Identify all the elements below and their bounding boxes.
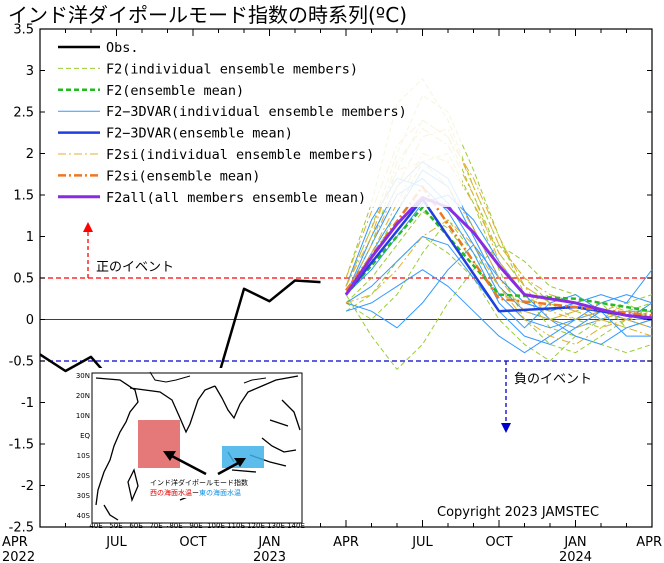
legend-label: F2si(individual ensemble members)	[106, 147, 374, 163]
legend-label: F2si(ensemble mean)	[106, 168, 260, 184]
copyright-label: Copyright 2023 JAMSTEC	[437, 505, 599, 520]
legend-label: F2(ensemble mean)	[106, 83, 244, 99]
ensemble-member-line	[345, 236, 653, 362]
y-tick-label: 1.5	[13, 189, 34, 204]
inset-lon-label: 80E	[169, 522, 182, 530]
inset-caption-dash: ー	[192, 489, 199, 497]
y-tick-label: 2.5	[13, 106, 34, 121]
legend-label: Obs.	[106, 40, 139, 56]
inset-lat-label: 40S	[77, 512, 91, 520]
y-axis: 3.5 3 2.5 2 1.5 1 0.5 0 -0.5 -1 -1.5 -2 -2.5	[9, 23, 652, 536]
svg-text:西の海面水温ー東の海面水温: 西の海面水温ー東の海面水温	[150, 488, 241, 497]
legend-label: F2all(all members ensemble mean)	[106, 190, 366, 206]
inset-lon-label: 120E	[247, 522, 265, 530]
x-tick-label: JUL	[105, 535, 127, 550]
series-line	[345, 197, 653, 321]
inset-lon-label: 140E	[287, 522, 305, 530]
series-lines	[39, 185, 653, 390]
series-line	[345, 206, 653, 313]
inset-lat-label: 10S	[77, 452, 91, 460]
ensemble-member-line	[345, 78, 653, 329]
y-tick-label: 3	[26, 64, 34, 79]
y-tick-label: -2.5	[9, 521, 34, 536]
x-tick-label: APR	[333, 535, 359, 550]
inset-east-box	[222, 446, 264, 468]
x-tick-label: JUL	[411, 535, 433, 550]
legend-label: F2(individual ensemble members)	[106, 61, 358, 77]
inset-west-box	[138, 420, 180, 468]
series-line	[344, 185, 653, 317]
chart-title: インド洋ダイポールモード指数の時系列(ºC)	[8, 3, 407, 27]
legend-label: F2−3DVAR(individual ensemble members)	[106, 104, 407, 120]
inset-map: インド洋ダイポールモード指数 西の海面水温ー東の海面水温 30N 20N 10N EQ…	[76, 368, 308, 530]
series-line	[344, 196, 653, 320]
inset-caption-title: インド洋ダイポールモード指数	[150, 478, 248, 487]
x-tick-label: OCT	[485, 535, 512, 550]
inset-lon-label: 70E	[149, 522, 162, 530]
inset-lon-label: 100E	[207, 522, 225, 530]
y-tick-label: -2	[21, 479, 34, 494]
y-tick-label: 3.5	[13, 23, 34, 38]
y-tick-label: -1.5	[9, 438, 34, 453]
inset-caption-west: 西の海面水温	[150, 488, 192, 497]
legend-label: F2−3DVAR(ensemble mean)	[106, 126, 293, 142]
inset-lon-label: 110E	[227, 522, 245, 530]
positive-event-arrow	[83, 222, 93, 278]
x-tick-label: JAN	[257, 535, 280, 550]
ensemble-member-line	[345, 161, 653, 320]
ensemble-member-line	[345, 194, 653, 345]
inset-lon-label: 130E	[267, 522, 285, 530]
x-tick-year: 2024	[559, 550, 592, 563]
reference-lines	[40, 277, 652, 362]
x-tick-label: OCT	[179, 535, 206, 550]
inset-lat-label: 30N	[76, 372, 90, 380]
inset-lon-label: 60E	[129, 522, 142, 530]
inset-lat-label: 20N	[76, 392, 90, 400]
x-tick-year: 2022	[2, 550, 35, 563]
legend: Obs. F2(individual ensemble members) F2(en…	[52, 35, 462, 207]
y-tick-label: 1	[26, 230, 34, 245]
inset-lon-label: 50E	[109, 522, 122, 530]
legend-background	[52, 35, 462, 207]
inset-lat-label: 30S	[77, 492, 91, 500]
x-tick-year: 2023	[253, 550, 286, 563]
y-tick-label: 2	[26, 147, 34, 162]
x-tick-label: APR	[636, 535, 662, 550]
positive-event-label: 正のイベント	[96, 260, 174, 275]
y-tick-label: 0.5	[13, 272, 34, 287]
inset-map-frame	[91, 372, 303, 524]
x-tick-label: APR	[2, 535, 28, 550]
y-tick-label: -1	[21, 396, 34, 411]
y-tick-label: 0	[26, 313, 34, 328]
inset-lat-label: EQ	[80, 432, 90, 440]
ensemble-member-line	[345, 219, 653, 345]
inset-caption-east: 東の海面水温	[199, 488, 241, 497]
inset-lon-labels: 40E 50E 60E 70E 80E 90E 100E 110E 120E 130E 140E	[89, 522, 305, 530]
ensemble-member-line	[345, 119, 652, 329]
inset-lon-label: 40E	[89, 522, 102, 530]
x-tick-label: JAN	[563, 535, 586, 550]
inset-lat-label: 10N	[76, 412, 90, 420]
inset-lat-labels: 30N 20N 10N EQ 10S 20S 30S 40S	[76, 372, 91, 520]
negative-event-label: 負のイベント	[514, 372, 592, 387]
y-tick-label: -0.5	[9, 355, 34, 370]
inset-lon-label: 90E	[189, 522, 202, 530]
inset-lat-label: 20S	[77, 472, 91, 480]
negative-event-arrow	[501, 361, 511, 433]
